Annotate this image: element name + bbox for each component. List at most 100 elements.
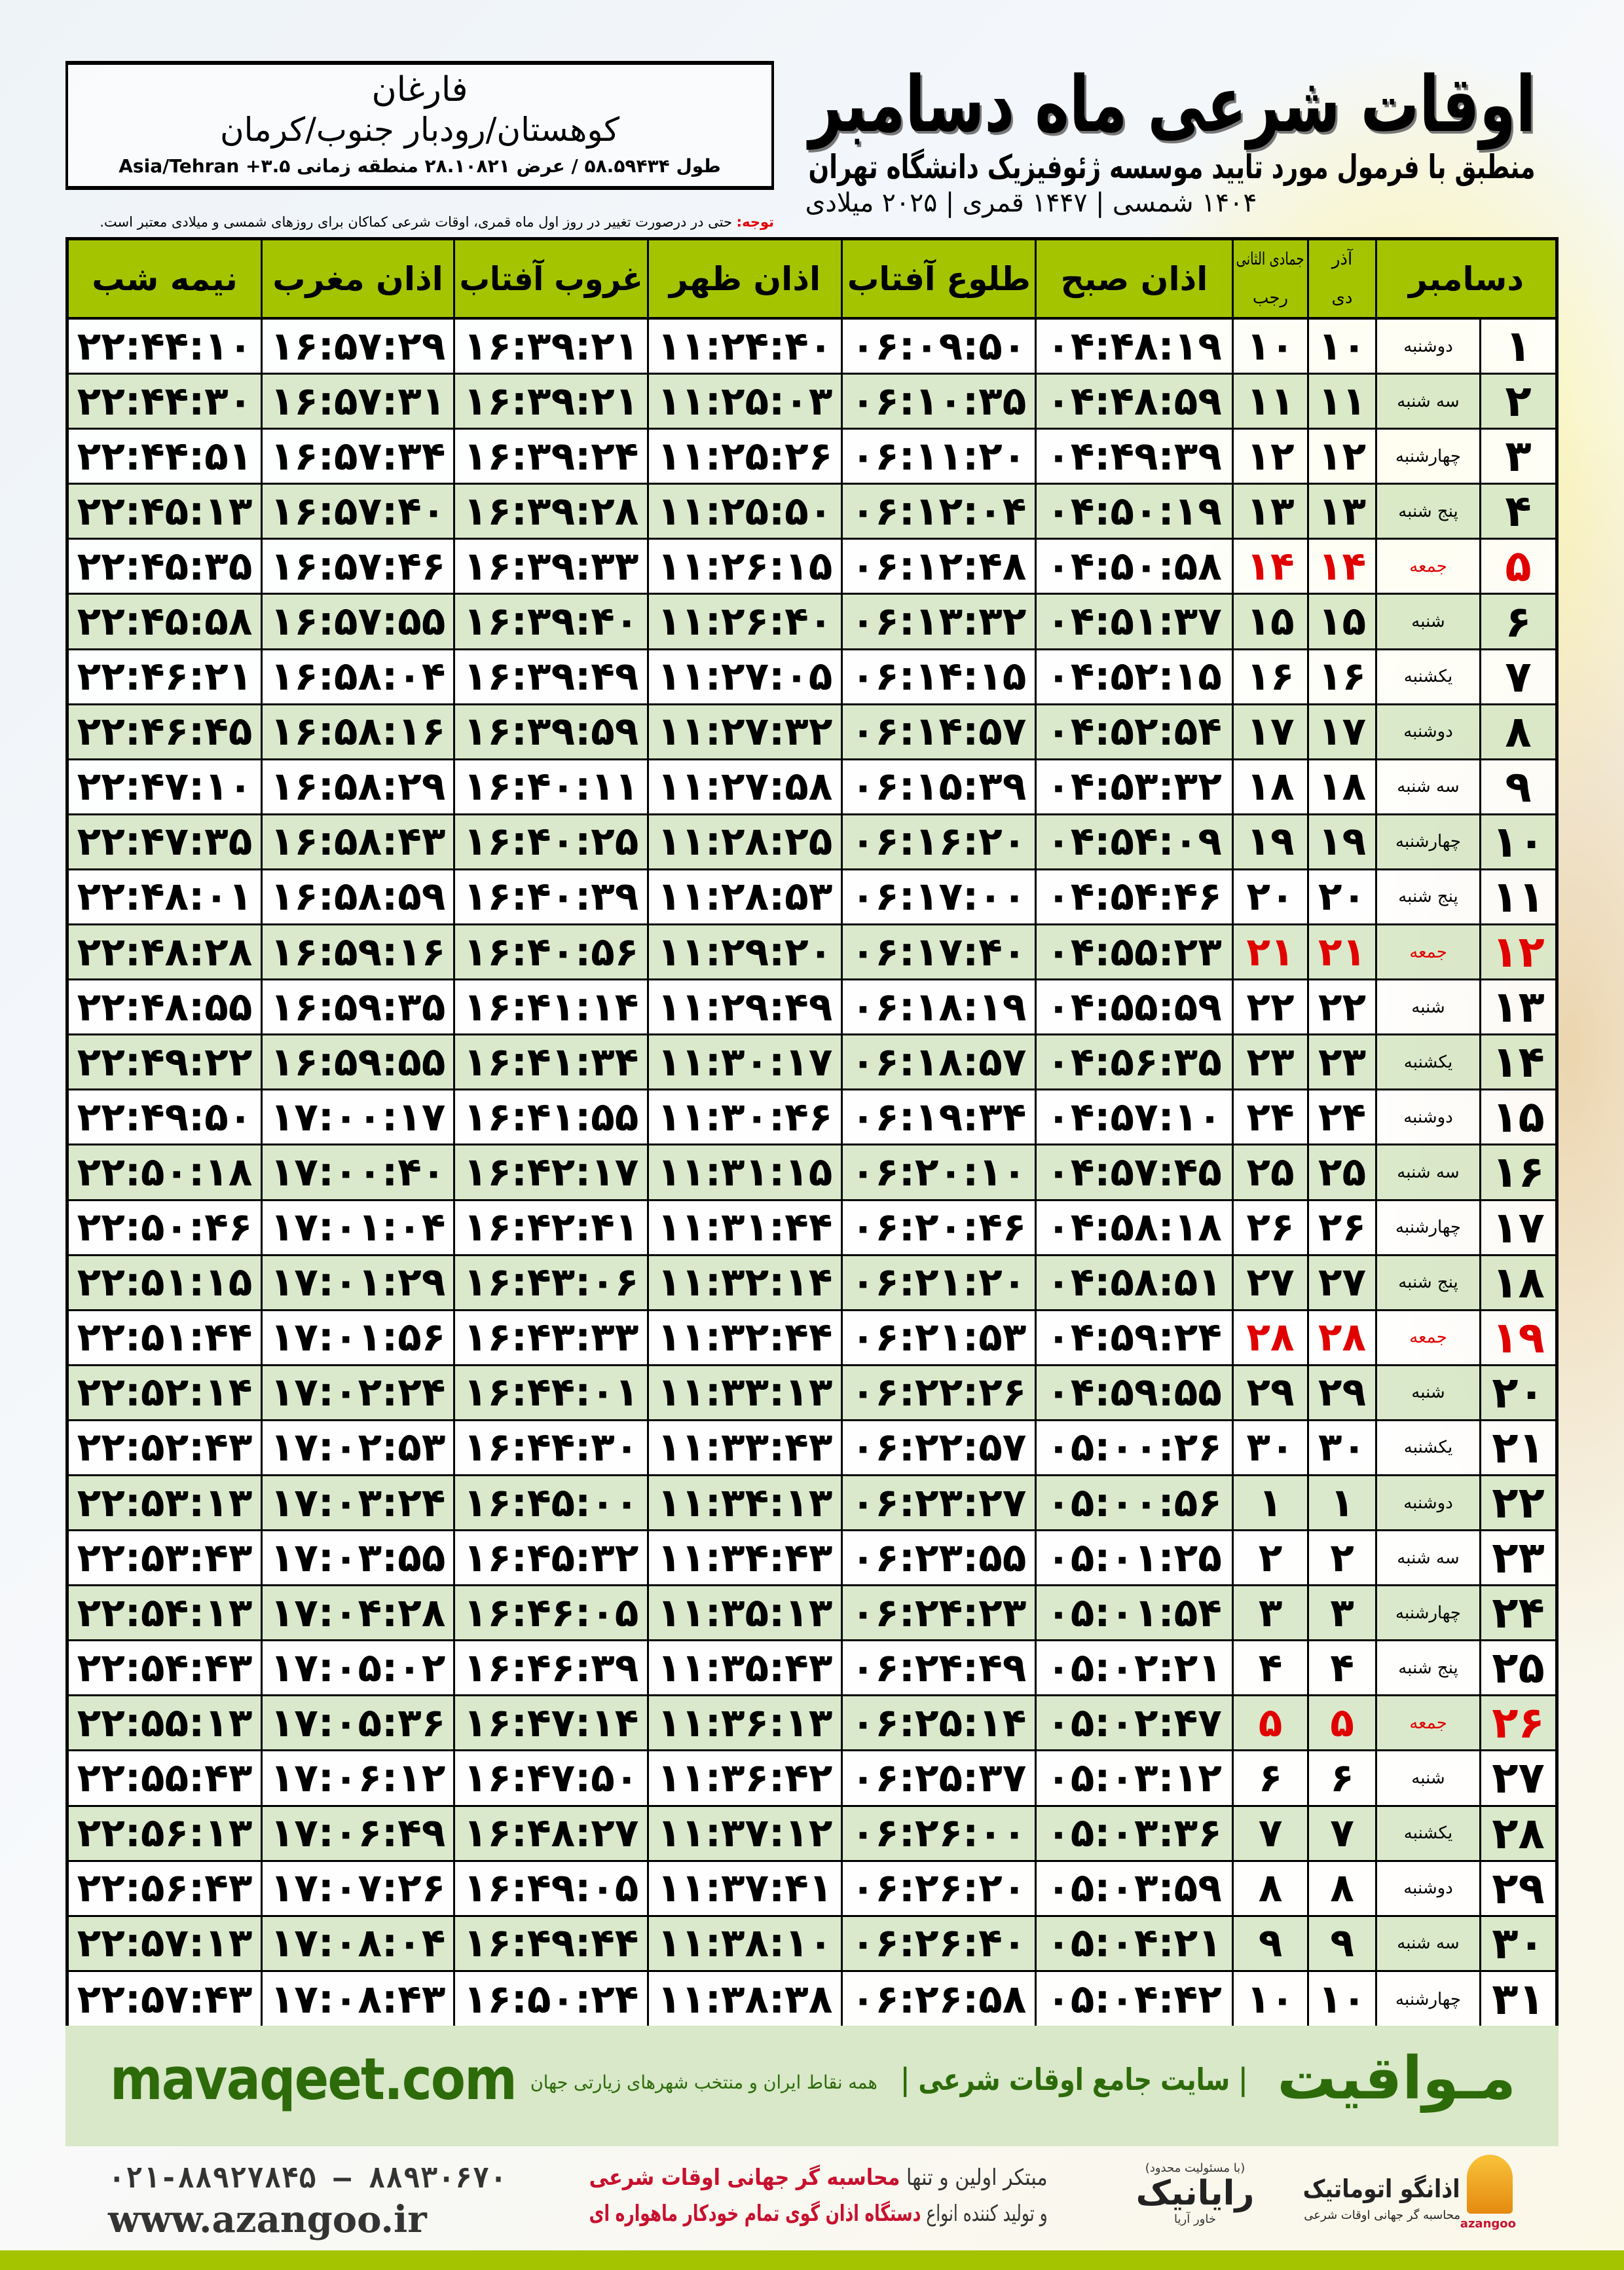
cell-weekday: جمعه: [1377, 540, 1481, 593]
cell-sunset-text: ۱۶:۳۹:۲۴: [463, 433, 639, 479]
cell-day-text: ۳۰: [1492, 1918, 1545, 1969]
cell-day-text: ۳۱: [1492, 1974, 1545, 2025]
cell-midnight-text: ۲۲:۴۷:۳۵: [77, 819, 253, 865]
cell-weekday: چهارشنبه: [1377, 1586, 1481, 1640]
cell-midnight-text: ۲۲:۵۶:۴۳: [77, 1865, 253, 1912]
cell-dey-text: ۳۰: [1318, 1424, 1367, 1471]
cell-sunset: ۱۶:۴۶:۰۵: [455, 1586, 649, 1640]
cell-day: ۲۷: [1481, 1751, 1555, 1804]
cell-dey-text: ۲۶: [1318, 1204, 1367, 1251]
cell-dhuhr: ۱۱:۲۸:۲۵: [649, 815, 843, 868]
cell-dey-text: ۱۳: [1318, 488, 1367, 534]
site-url[interactable]: mavaqeet.com: [110, 2045, 517, 2113]
cell-dey: ۱۵: [1309, 595, 1377, 648]
cell-rajab: ۱۴: [1234, 540, 1309, 593]
cell-dey-text: ۲۸: [1318, 1314, 1367, 1361]
rayanik-name: رایانیک: [1135, 2174, 1255, 2213]
cell-midnight: ۲۲:۵۶:۴۳: [69, 1861, 263, 1915]
cell-sunset-text: ۱۶:۴۵:۰۰: [463, 1479, 639, 1526]
cell-sunset-text: ۱۶:۳۹:۳۳: [463, 543, 639, 589]
cell-dhuhr: ۱۱:۳۳:۴۳: [649, 1421, 843, 1474]
cell-sunset: ۱۶:۴۰:۱۱: [455, 760, 649, 813]
dome-icon: [1467, 2155, 1513, 2214]
cell-weekday: جمعه: [1377, 1311, 1481, 1364]
cell-dey: ۹: [1309, 1916, 1377, 1970]
cell-maghrib: ۱۶:۵۷:۳۱: [263, 375, 455, 428]
cell-rajab-text: ۲۲: [1246, 984, 1295, 1030]
cell-sunset: ۱۶:۴۵:۳۲: [455, 1531, 649, 1585]
cell-rajab-text: ۳۰: [1246, 1424, 1295, 1471]
table-row: ۲۲:۴۵:۱۳ ۱۶:۵۷:۴۰ ۱۶:۳۹:۲۸ ۱۱:۲۵:۵۰ ۰۶:۱۲:۰۴…: [69, 485, 1555, 540]
cell-weekday: پنج شنبه: [1377, 870, 1481, 924]
cell-maghrib: ۱۷:۰۲:۲۴: [263, 1366, 455, 1419]
cell-sunrise-text: ۰۶:۲۰:۴۶: [851, 1204, 1027, 1251]
cell-day-text: ۹: [1505, 761, 1532, 812]
website-link[interactable]: www.azangoo.ir: [108, 2198, 427, 2241]
cell-fajr: ۰۴:۴۸:۱۹: [1037, 320, 1234, 373]
cell-day: ۴: [1481, 485, 1555, 538]
cell-dey-text: ۱۵: [1318, 599, 1367, 645]
cell-sunset: ۱۶:۴۱:۳۴: [455, 1035, 649, 1089]
cell-fajr-text: ۰۴:۵۹:۵۵: [1046, 1369, 1222, 1416]
cell-day-text: ۱۹: [1492, 1312, 1545, 1363]
cell-sunrise: ۰۶:۱۲:۰۴: [843, 485, 1037, 538]
cell-sunset-text: ۱۶:۴۰:۳۹: [463, 874, 639, 920]
cell-sunrise-text: ۰۶:۲۶:۰۰: [851, 1810, 1027, 1857]
cell-dey: ۱: [1309, 1476, 1377, 1530]
cell-dey: ۱۰: [1309, 320, 1377, 373]
cell-weekday: شنبه: [1377, 595, 1481, 648]
cell-weekday-text: پنج شنبه: [1398, 887, 1458, 907]
table-row: ۲۲:۵۵:۱۳ ۱۷:۰۵:۳۶ ۱۶:۴۷:۱۴ ۱۱:۳۶:۱۳ ۰۶:۲۵:۱۴…: [69, 1696, 1555, 1752]
table-row: ۲۲:۵۱:۱۵ ۱۷:۰۱:۲۹ ۱۶:۴۳:۰۶ ۱۱:۳۲:۱۴ ۰۶:۲۱:۲۰…: [69, 1256, 1555, 1311]
cell-dey: ۲۵: [1309, 1145, 1377, 1199]
cell-rajab: ۲۳: [1234, 1035, 1309, 1089]
cell-dey: ۲۲: [1309, 980, 1377, 1034]
cell-day-text: ۱۸: [1492, 1257, 1545, 1308]
cell-fajr: ۰۵:۰۱:۵۴: [1037, 1586, 1234, 1640]
cell-dey-text: ۱۴: [1318, 543, 1367, 589]
cell-rajab-text: ۱۸: [1246, 764, 1295, 810]
cell-sunrise: ۰۶:۲۶:۰۰: [843, 1806, 1037, 1860]
cell-midnight-text: ۲۲:۴۸:۰۱: [77, 874, 253, 920]
cell-rajab: ۴: [1234, 1641, 1309, 1695]
cell-rajab: ۵: [1234, 1696, 1309, 1750]
cell-weekday: سه شنبه: [1377, 375, 1481, 428]
cell-day: ۳: [1481, 430, 1555, 483]
cell-weekday-text: پنج شنبه: [1398, 501, 1458, 521]
cell-midnight: ۲۲:۵۲:۱۴: [69, 1366, 263, 1419]
cell-midnight-text: ۲۲:۴۹:۲۲: [77, 1039, 253, 1085]
cell-day: ۱۲: [1481, 925, 1555, 978]
header-sunset-label: غروب آفتاب: [459, 259, 643, 298]
cell-fajr-text: ۰۴:۵۶:۳۵: [1046, 1039, 1222, 1085]
cell-midnight: ۲۲:۵۱:۱۵: [69, 1256, 263, 1309]
cell-dhuhr-text: ۱۱:۳۵:۴۳: [657, 1645, 833, 1691]
cell-day-text: ۲۹: [1492, 1863, 1545, 1914]
cell-dhuhr: ۱۱:۳۱:۴۴: [649, 1200, 843, 1254]
cell-dey: ۲۶: [1309, 1200, 1377, 1254]
cell-sunrise: ۰۶:۲۶:۴۰: [843, 1916, 1037, 1970]
cell-fajr-text: ۰۴:۵۴:۴۶: [1046, 874, 1222, 920]
cell-weekday: شنبه: [1377, 1751, 1481, 1805]
cell-weekday-text: یکشنبه: [1403, 1052, 1453, 1072]
table-row: ۲۲:۴۴:۳۰ ۱۶:۵۷:۳۱ ۱۶:۳۹:۲۱ ۱۱:۲۵:۰۳ ۰۶:۱۰:۳۵…: [69, 375, 1555, 430]
cell-midnight: ۲۲:۵۳:۱۳: [69, 1476, 263, 1530]
cell-rajab: ۲۶: [1234, 1200, 1309, 1254]
cell-weekday-text: یکشنبه: [1403, 1823, 1453, 1844]
cell-dhuhr-text: ۱۱:۲۹:۴۹: [657, 984, 833, 1030]
cell-maghrib: ۱۷:۰۲:۵۳: [263, 1421, 455, 1474]
cell-maghrib-text: ۱۶:۵۸:۴۳: [270, 819, 446, 865]
cell-weekday-text: شنبه: [1411, 612, 1445, 632]
cell-dhuhr-text: ۱۱:۲۸:۵۳: [657, 874, 833, 920]
brand-logo: مـواقیت: [1277, 2044, 1516, 2113]
cell-day-text: ۶: [1505, 596, 1532, 647]
cell-maghrib: ۱۶:۵۷:۴۶: [263, 540, 455, 593]
table-row: ۲۲:۴۵:۵۸ ۱۶:۵۷:۵۵ ۱۶:۳۹:۴۰ ۱۱:۲۶:۴۰ ۰۶:۱۳:۳۲…: [69, 595, 1555, 650]
cell-sunset-text: ۱۶:۴۱:۳۴: [463, 1039, 639, 1085]
cell-dhuhr-text: ۱۱:۳۷:۴۱: [657, 1865, 833, 1912]
cell-day: ۹: [1481, 760, 1555, 813]
cell-fajr: ۰۵:۰۰:۵۶: [1037, 1476, 1234, 1530]
cell-dhuhr: ۱۱:۳۷:۴۱: [649, 1861, 843, 1915]
cell-dey-text: ۲۷: [1318, 1259, 1367, 1306]
cell-sunset-text: ۱۶:۴۱:۱۴: [463, 984, 639, 1030]
cell-maghrib-text: ۱۷:۰۰:۴۰: [270, 1149, 446, 1195]
